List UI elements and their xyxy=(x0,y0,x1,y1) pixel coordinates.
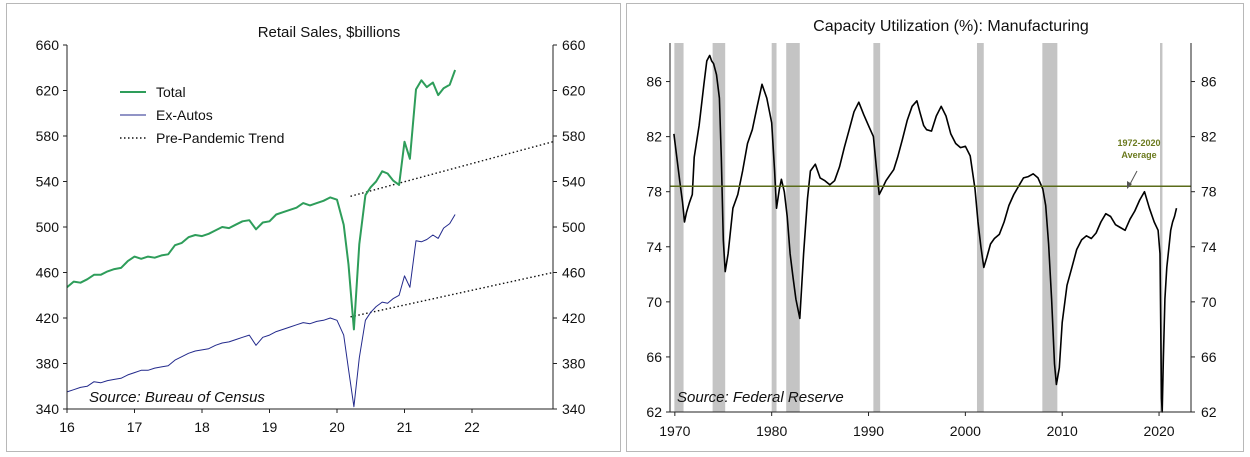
y-tick-label-right: 500 xyxy=(562,219,586,235)
y-tick-label-left: 660 xyxy=(36,37,60,53)
ex-autos-line xyxy=(66,214,456,408)
y-tick-label-left: 580 xyxy=(36,128,60,144)
annotation-line-1: 1972-2020 xyxy=(1117,138,1160,148)
chart-title: Retail Sales, $billions xyxy=(258,24,401,41)
x-tick-label: 1980 xyxy=(756,423,787,439)
x-tick-label: 16 xyxy=(59,419,75,435)
y-tick-label-left: 66 xyxy=(646,349,662,365)
legend-label-trend: Pre-Pandemic Trend xyxy=(156,130,284,146)
x-tick-label: 2020 xyxy=(1143,423,1174,439)
recession-band xyxy=(976,43,984,412)
x-tick-label: 17 xyxy=(127,419,143,435)
y-tick-label-right: 86 xyxy=(1201,74,1217,90)
y-tick-label-left: 420 xyxy=(36,310,60,326)
source-note: Source: Bureau of Census xyxy=(89,389,265,406)
y-tick-label-right: 540 xyxy=(562,174,586,190)
y-tick-label-left: 70 xyxy=(646,294,662,310)
capacity-utilization-chart-panel: Capacity Utilization (%): Manufacturing … xyxy=(626,3,1244,452)
recession-band xyxy=(674,43,684,412)
y-tick-label-right: 580 xyxy=(562,128,586,144)
x-tick-label: 21 xyxy=(397,419,413,435)
retail-sales-chart-panel: Retail Sales, $billions 16 17 18 19 20 21 22 3… xyxy=(6,3,621,452)
y-tick-label-left: 74 xyxy=(646,239,662,255)
x-tick-label: 1990 xyxy=(853,423,884,439)
y-tick-label-right: 340 xyxy=(562,401,586,417)
retail-sales-chart: Retail Sales, $billions 16 17 18 19 20 21 22 3… xyxy=(36,24,586,435)
y-tick-label-left: 78 xyxy=(646,184,662,200)
y-tick-label-left: 86 xyxy=(646,74,662,90)
x-tick-label: 1970 xyxy=(659,423,690,439)
trend-line-2 xyxy=(350,271,554,318)
y-tick-label-left: 620 xyxy=(36,83,60,99)
y-tick-label-right: 74 xyxy=(1201,239,1217,255)
y-tick-label-left: 340 xyxy=(36,401,60,417)
y-tick-label-left: 82 xyxy=(646,129,662,145)
x-tick-label: 2000 xyxy=(950,423,981,439)
capacity-utilization-chart: Capacity Utilization (%): Manufacturing … xyxy=(646,18,1217,439)
annotation-line-2: Average xyxy=(1121,150,1156,160)
trend-line-1 xyxy=(350,141,554,197)
y-tick-label-right: 460 xyxy=(562,265,586,281)
source-note: Source: Federal Reserve xyxy=(677,389,844,406)
x-tick-label: 22 xyxy=(464,419,480,435)
x-tick-label: 2010 xyxy=(1047,423,1078,439)
recession-band xyxy=(712,43,726,412)
y-tick-label-right: 380 xyxy=(562,356,586,372)
y-tick-label-left: 380 xyxy=(36,356,60,372)
annotation-arrow-head xyxy=(1127,181,1132,189)
legend-label-total: Total xyxy=(156,84,186,100)
recession-band xyxy=(873,43,881,412)
x-tick-label: 19 xyxy=(262,419,278,435)
x-tick-label: 20 xyxy=(329,419,345,435)
capacity-utilization-line xyxy=(673,54,1178,413)
y-tick-label-right: 78 xyxy=(1201,184,1217,200)
chart-title: Capacity Utilization (%): Manufacturing xyxy=(813,18,1089,35)
recession-band xyxy=(786,43,800,412)
y-tick-label-left: 500 xyxy=(36,219,60,235)
total-line xyxy=(66,69,457,331)
y-tick-label-left: 540 xyxy=(36,174,60,190)
y-tick-label-right: 660 xyxy=(562,37,586,53)
recession-band xyxy=(1160,43,1163,412)
y-tick-label-right: 420 xyxy=(562,310,586,326)
y-tick-label-right: 70 xyxy=(1201,294,1217,310)
y-tick-label-right: 66 xyxy=(1201,349,1217,365)
y-tick-label-right: 62 xyxy=(1201,404,1217,420)
recession-band xyxy=(771,43,777,412)
x-tick-label: 18 xyxy=(194,419,210,435)
y-tick-label-left: 62 xyxy=(646,404,662,420)
y-tick-label-right: 82 xyxy=(1201,129,1217,145)
legend-label-ex-autos: Ex-Autos xyxy=(156,107,213,123)
recession-band xyxy=(1042,43,1058,412)
y-tick-label-left: 460 xyxy=(36,265,60,281)
y-tick-label-right: 620 xyxy=(562,83,586,99)
chart-legend: Total Ex-Autos Pre-Pandemic Trend xyxy=(120,84,284,146)
